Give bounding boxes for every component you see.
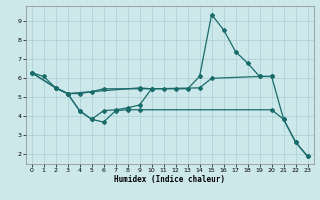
X-axis label: Humidex (Indice chaleur): Humidex (Indice chaleur)	[114, 175, 225, 184]
